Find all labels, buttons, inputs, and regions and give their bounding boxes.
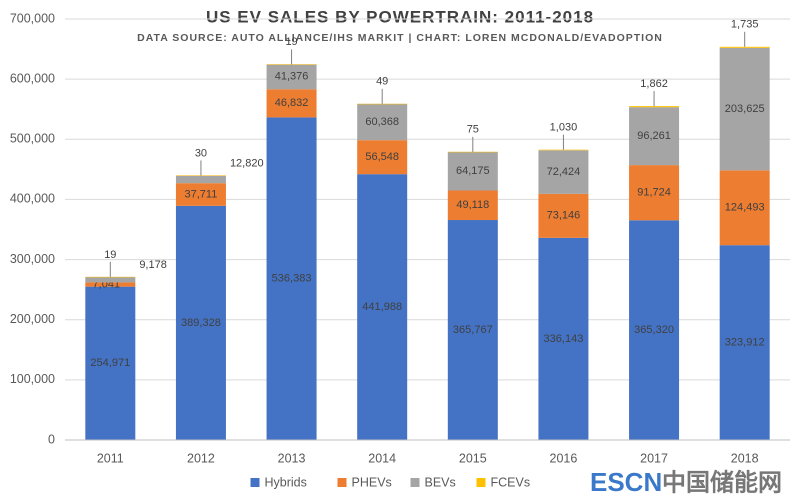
legend-label: PHEVs <box>352 475 392 489</box>
y-tick-label: 700,000 <box>10 11 55 25</box>
bar-segment <box>266 64 317 90</box>
bar-segment <box>85 282 136 287</box>
watermark-name: 中国储能网 <box>662 468 782 496</box>
bar-segment <box>447 220 498 440</box>
bar-segment <box>266 117 317 441</box>
bar-segment <box>538 150 589 194</box>
data-label: 60,368 <box>365 116 399 128</box>
y-tick-label: 0 <box>48 432 55 446</box>
legend-label: Hybrids <box>265 475 307 489</box>
data-label: 49 <box>376 76 388 88</box>
data-label: 336,143 <box>544 333 584 345</box>
x-tick-label: 2017 <box>640 451 668 465</box>
chart-subtitle: DATA SOURCE: AUTO ALLIANCE/IHS MARKIT | … <box>137 32 663 44</box>
data-label: 41,376 <box>275 71 309 83</box>
bar-segment <box>357 103 408 105</box>
bar-segment <box>175 183 226 206</box>
data-label: 203,625 <box>725 103 765 115</box>
bar-segment <box>719 47 770 171</box>
data-label: 1,030 <box>550 122 578 134</box>
data-label: 441,988 <box>362 301 402 313</box>
bar-segment <box>538 193 589 238</box>
legend-swatch <box>410 478 420 487</box>
bar-segment <box>629 107 680 166</box>
legend-swatch <box>337 478 347 487</box>
data-label: 19 <box>285 36 297 48</box>
bar-segment <box>447 151 498 153</box>
bar-segment <box>357 103 408 141</box>
data-label: 1,735 <box>731 19 759 31</box>
bar-segment <box>175 175 226 176</box>
bar-segment <box>266 64 317 65</box>
bar-segment <box>175 175 226 184</box>
data-label: 72,424 <box>547 166 581 178</box>
y-tick-label: 300,000 <box>10 252 55 266</box>
bar-segment <box>447 190 498 221</box>
data-label: 1,862 <box>640 78 668 90</box>
data-label: 365,767 <box>453 324 493 336</box>
bar-segment <box>629 165 680 221</box>
bar-segment <box>719 170 770 246</box>
legend-label: FCEVs <box>491 475 531 489</box>
bar-segment <box>538 237 589 440</box>
bar-segment <box>175 205 226 440</box>
data-label: 254,971 <box>90 357 130 369</box>
bar-segment <box>85 286 136 440</box>
bar-segment <box>719 46 770 48</box>
data-label: 75 <box>467 124 479 136</box>
data-label: 73,146 <box>547 210 581 222</box>
y-tick-label: 100,000 <box>10 372 55 386</box>
data-label: 536,383 <box>272 273 312 285</box>
data-label: 56,548 <box>365 151 399 163</box>
bar-segment <box>447 151 498 191</box>
data-label: 30 <box>195 147 207 159</box>
data-label: 64,175 <box>456 165 490 177</box>
bar-segment <box>85 276 136 278</box>
bar-segment <box>357 174 408 440</box>
data-label: 124,493 <box>725 202 765 214</box>
data-label: 12,820 <box>230 157 264 169</box>
data-label: 96,261 <box>637 130 671 142</box>
x-tick-label: 2018 <box>731 451 759 465</box>
data-label: 49,118 <box>456 199 489 211</box>
x-tick-label: 2013 <box>278 451 306 465</box>
x-tick-label: 2015 <box>459 451 487 465</box>
x-tick-label: 2014 <box>368 451 396 465</box>
data-label: 37,711 <box>185 188 218 200</box>
x-tick-label: 2011 <box>97 451 124 465</box>
y-tick-label: 200,000 <box>10 312 55 326</box>
data-label: 19 <box>104 249 116 261</box>
bar-segment <box>357 140 408 175</box>
x-tick-label: 2016 <box>550 451 578 465</box>
y-tick-label: 400,000 <box>10 192 55 206</box>
legend-label: BEVs <box>425 475 456 489</box>
data-label: 323,912 <box>725 337 765 349</box>
data-label: 46,832 <box>275 97 309 109</box>
bar-segment <box>538 149 589 151</box>
bar-segment <box>719 245 770 440</box>
bar-segment <box>629 106 680 108</box>
bar-segment <box>266 89 317 118</box>
watermark-brand: ESCN <box>590 467 662 497</box>
legend-swatch <box>250 478 260 487</box>
x-tick-label: 2012 <box>187 451 215 465</box>
y-tick-label: 500,000 <box>10 132 55 146</box>
data-label: 91,724 <box>637 187 671 199</box>
data-label: 365,320 <box>634 324 674 336</box>
legend-swatch <box>476 478 486 487</box>
bar-segment <box>629 220 680 440</box>
chart-title: US EV SALES BY POWERTRAIN: 2011-2018 <box>206 7 594 26</box>
data-label: 389,328 <box>181 317 221 329</box>
y-tick-label: 600,000 <box>10 71 55 85</box>
bar-segment <box>85 276 136 283</box>
data-label: 9,178 <box>139 259 167 271</box>
